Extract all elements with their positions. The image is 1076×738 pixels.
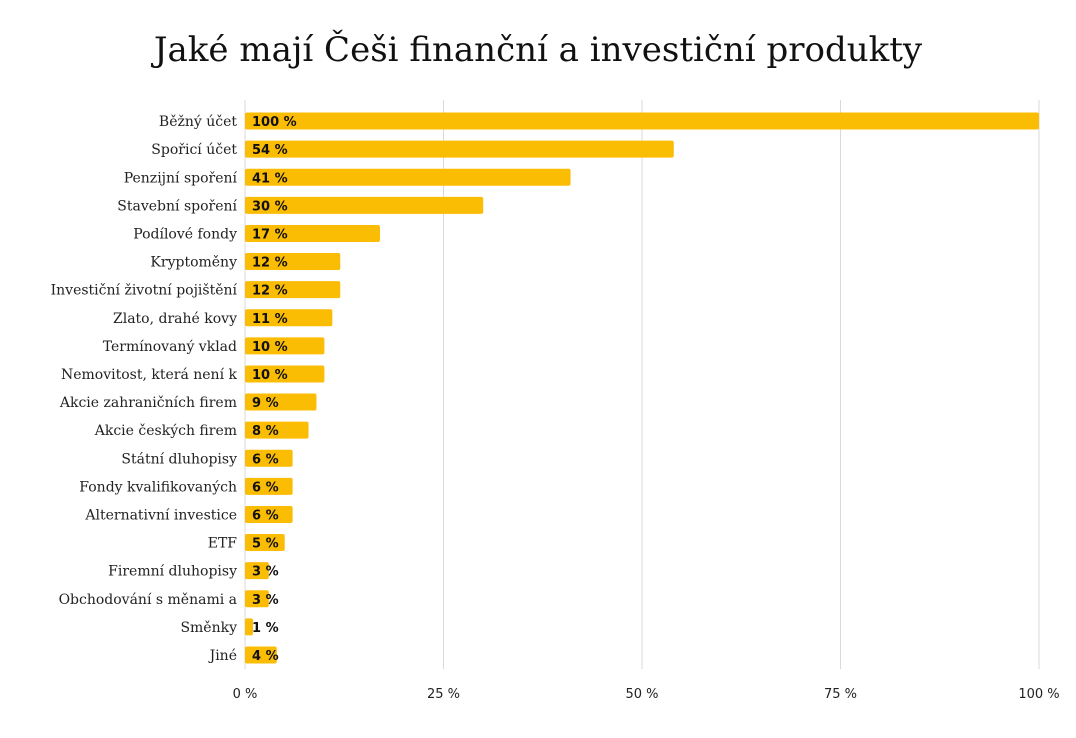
category-label: Firemní dluhopisy bbox=[108, 564, 237, 580]
x-tick-label: 50 % bbox=[625, 687, 658, 702]
bar bbox=[245, 365, 325, 383]
category-label: Nemovitost, která není k bbox=[61, 367, 238, 383]
bar bbox=[245, 449, 293, 467]
bar bbox=[245, 505, 293, 523]
value-label: 8 % bbox=[252, 424, 279, 439]
category-label: Spořicí účet bbox=[151, 142, 237, 158]
value-label: 12 % bbox=[252, 256, 288, 271]
value-label: 12 % bbox=[252, 284, 288, 299]
category-label: Investiční životní pojištění bbox=[51, 282, 238, 299]
value-label: 1 % bbox=[252, 621, 279, 636]
value-label: 6 % bbox=[252, 508, 279, 523]
x-tick-label: 25 % bbox=[427, 687, 460, 702]
category-label: Kryptoměny bbox=[150, 255, 237, 271]
bar bbox=[245, 534, 285, 552]
bar bbox=[245, 140, 674, 158]
category-label: Penzijní spoření bbox=[124, 170, 238, 186]
bar bbox=[245, 168, 571, 186]
bar bbox=[245, 224, 380, 242]
bar bbox=[245, 281, 341, 299]
value-label: 3 % bbox=[252, 565, 279, 580]
value-label: 54 % bbox=[252, 143, 288, 158]
bar bbox=[245, 337, 325, 355]
x-tick-label: 100 % bbox=[1018, 687, 1059, 702]
x-tick-label: 75 % bbox=[824, 687, 857, 702]
value-label: 10 % bbox=[252, 340, 288, 355]
category-label: Stavební spoření bbox=[117, 198, 237, 214]
category-label: Státní dluhopisy bbox=[121, 451, 237, 467]
bar bbox=[245, 112, 1039, 130]
category-label: Alternativní investice bbox=[84, 507, 237, 523]
bar bbox=[245, 562, 269, 580]
bar bbox=[245, 477, 293, 495]
value-label: 30 % bbox=[252, 199, 288, 214]
chart-title: Jaké mají Češi finanční a investiční pro… bbox=[153, 30, 923, 70]
bar bbox=[245, 309, 333, 327]
category-label: Obchodování s měnami a bbox=[59, 592, 237, 608]
bar bbox=[245, 618, 253, 636]
bar bbox=[245, 393, 317, 411]
x-tick-label: 0 % bbox=[233, 687, 258, 702]
category-label: Fondy kvalifikovaných bbox=[79, 478, 237, 495]
bar bbox=[245, 196, 484, 214]
category-label: Zlato, drahé kovy bbox=[113, 311, 237, 327]
value-label: 5 % bbox=[252, 537, 279, 552]
bar bbox=[245, 253, 341, 271]
category-label: Podílové fondy bbox=[133, 226, 237, 242]
value-label: 17 % bbox=[252, 227, 288, 242]
category-label: Směnky bbox=[180, 620, 237, 636]
category-label: Běžný účet bbox=[159, 113, 237, 130]
category-label: Jiné bbox=[208, 648, 237, 664]
value-label: 11 % bbox=[252, 312, 288, 327]
value-label: 41 % bbox=[252, 171, 288, 186]
category-label: ETF bbox=[208, 536, 238, 552]
value-label: 6 % bbox=[252, 480, 279, 495]
value-label: 6 % bbox=[252, 452, 279, 467]
value-label: 100 % bbox=[252, 115, 297, 130]
value-label: 4 % bbox=[252, 649, 279, 664]
category-label: Akcie českých firem bbox=[94, 422, 237, 439]
value-label: 9 % bbox=[252, 396, 279, 411]
bar bbox=[245, 590, 269, 608]
value-label: 3 % bbox=[252, 593, 279, 608]
category-label: Termínovaný vklad bbox=[103, 338, 237, 355]
bar bbox=[245, 646, 277, 664]
bar bbox=[245, 421, 309, 439]
value-label: 10 % bbox=[252, 368, 288, 383]
category-label: Akcie zahraničních firem bbox=[59, 395, 237, 411]
